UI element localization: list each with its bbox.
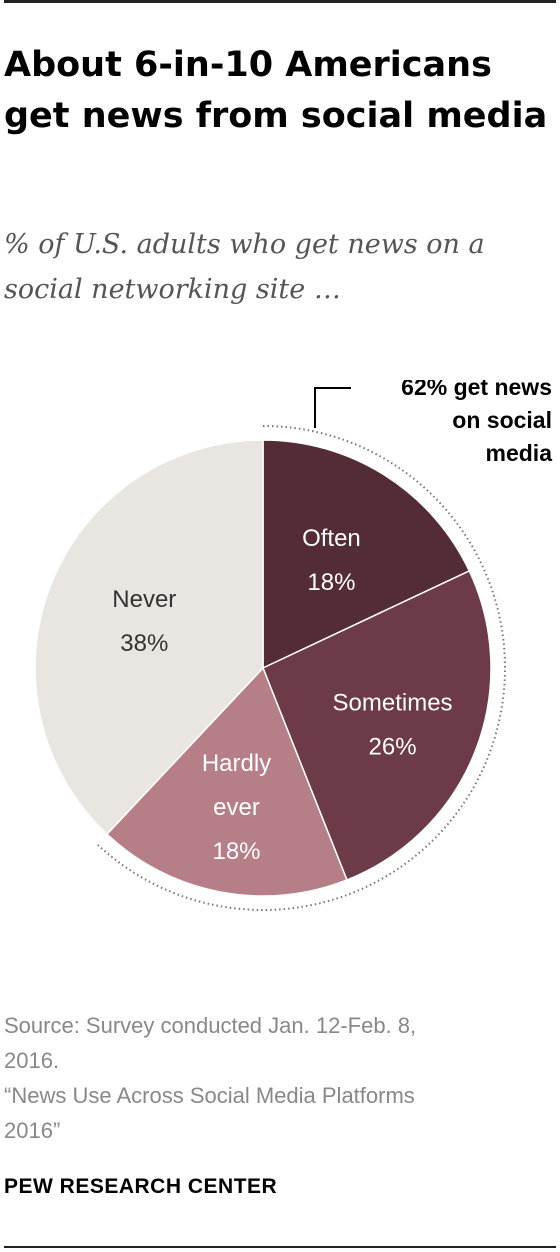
source-line-2: 2016. (4, 1048, 60, 1073)
source-line-4: 2016” (4, 1118, 61, 1143)
slice-name-hardly-ever: ever (213, 794, 260, 821)
annotation-leader-line (314, 387, 351, 428)
pie-slice-never (34, 439, 264, 836)
top-rule (4, 0, 556, 3)
source-line-1: Source: Survey conducted Jan. 12-Feb. 8, (4, 1013, 417, 1038)
bottom-rule (4, 1246, 556, 1248)
slice-name-never: Never (112, 586, 176, 613)
pew-logo-text: PEW RESEARCH CENTER (4, 1175, 278, 1198)
pie-slice-sometimes (262, 569, 492, 881)
annotation-line-1: 62% get news (401, 380, 552, 400)
annotation-label: 62% get news on social media (401, 380, 552, 466)
source-note: Source: Survey conducted Jan. 12-Feb. 8,… (4, 1008, 554, 1148)
slice-name-often: Often (302, 525, 361, 552)
slice-name-hardly-ever: Hardly (202, 750, 271, 777)
chart-subtitle: % of U.S. adults who get news on a socia… (4, 229, 485, 305)
annotation-line-3: media (486, 440, 553, 466)
slice-label-never: Never 38% (112, 586, 176, 657)
slice-value-hardly-ever: 18% (212, 838, 260, 865)
slice-label-sometimes: Sometimes 26% (333, 690, 453, 761)
annotation-group: 62% get news on social media (96, 380, 552, 911)
slice-label-hardly-ever: Hardly ever 18% (202, 750, 271, 865)
slice-value-often: 18% (307, 569, 355, 596)
pie-slices (34, 439, 492, 897)
annotation-line-2: on social (452, 407, 552, 433)
slice-value-sometimes: 26% (369, 734, 417, 761)
chart-title: About 6-in-10 Americans get news from so… (4, 45, 548, 136)
pie-slice-often (262, 439, 471, 670)
slice-value-never: 38% (120, 630, 168, 657)
source-line-3: “News Use Across Social Media Platforms (4, 1083, 415, 1108)
slice-label-often: Often 18% (302, 525, 361, 596)
slice-name-sometimes: Sometimes (333, 690, 453, 717)
slice-labels: Often 18% Sometimes 26% Hardly ever 18% Never 38… (112, 525, 452, 865)
pie-chart: 62% get news on social media Often 18% Somet… (34, 380, 552, 911)
pie-slice-hardly-ever (105, 666, 348, 897)
